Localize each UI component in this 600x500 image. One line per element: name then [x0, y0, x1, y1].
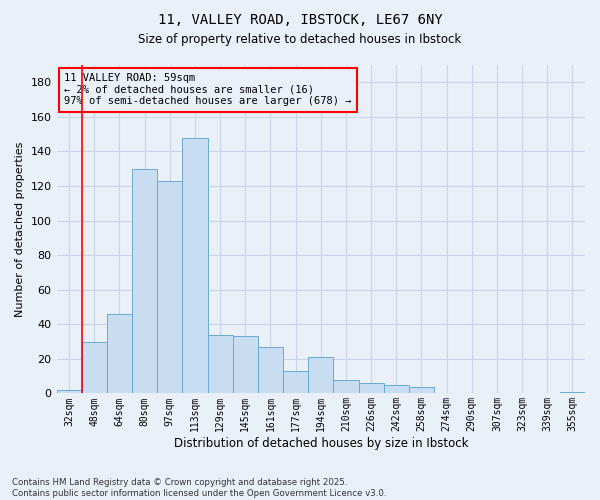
Bar: [283, 371, 308, 394]
Bar: [409, 386, 434, 394]
Bar: [308, 357, 334, 394]
X-axis label: Distribution of detached houses by size in Ibstock: Distribution of detached houses by size …: [173, 437, 468, 450]
Bar: [258, 346, 283, 394]
Text: Contains HM Land Registry data © Crown copyright and database right 2025.
Contai: Contains HM Land Registry data © Crown c…: [12, 478, 386, 498]
Bar: [182, 138, 208, 394]
Bar: [82, 342, 107, 394]
Text: 11, VALLEY ROAD, IBSTOCK, LE67 6NY: 11, VALLEY ROAD, IBSTOCK, LE67 6NY: [158, 12, 442, 26]
Bar: [132, 168, 157, 394]
Bar: [560, 392, 585, 394]
Bar: [359, 383, 383, 394]
Bar: [107, 314, 132, 394]
Bar: [383, 385, 409, 394]
Text: 11 VALLEY ROAD: 59sqm
← 2% of detached houses are smaller (16)
97% of semi-detac: 11 VALLEY ROAD: 59sqm ← 2% of detached h…: [64, 73, 352, 106]
Bar: [233, 336, 258, 394]
Bar: [157, 181, 182, 394]
Text: Size of property relative to detached houses in Ibstock: Size of property relative to detached ho…: [139, 32, 461, 46]
Bar: [334, 380, 359, 394]
Bar: [56, 390, 82, 394]
Bar: [208, 334, 233, 394]
Y-axis label: Number of detached properties: Number of detached properties: [15, 142, 25, 317]
